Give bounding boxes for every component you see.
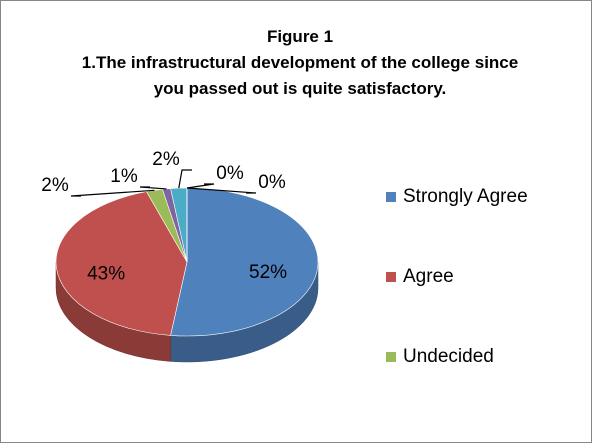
data-label: 2% xyxy=(152,149,180,170)
leader-line xyxy=(186,183,215,189)
data-label: 43% xyxy=(87,263,125,284)
data-label: 2% xyxy=(41,175,69,196)
chart-subtitle: 1.The infrastructural development of the… xyxy=(81,53,519,98)
legend-label: Undecided xyxy=(403,346,494,367)
leader-line xyxy=(178,169,192,189)
data-label: 0% xyxy=(258,172,286,193)
legend-label: Agree xyxy=(403,266,454,287)
legend-label: Strongly Agree xyxy=(403,186,528,207)
slice xyxy=(170,187,319,337)
legend-swatch xyxy=(386,272,396,282)
legend-swatch xyxy=(386,192,396,202)
slice xyxy=(55,191,188,336)
titles: Figure 1 1.The infrastructural developme… xyxy=(70,24,530,102)
chart-title: Figure 1 xyxy=(266,27,334,46)
leader-line xyxy=(139,186,167,190)
data-label: 1% xyxy=(110,166,138,187)
leader-line xyxy=(70,189,155,197)
data-label: 52% xyxy=(249,262,287,283)
legend-swatch xyxy=(386,352,396,362)
data-label: 0% xyxy=(216,163,244,184)
leader-line xyxy=(186,187,257,194)
